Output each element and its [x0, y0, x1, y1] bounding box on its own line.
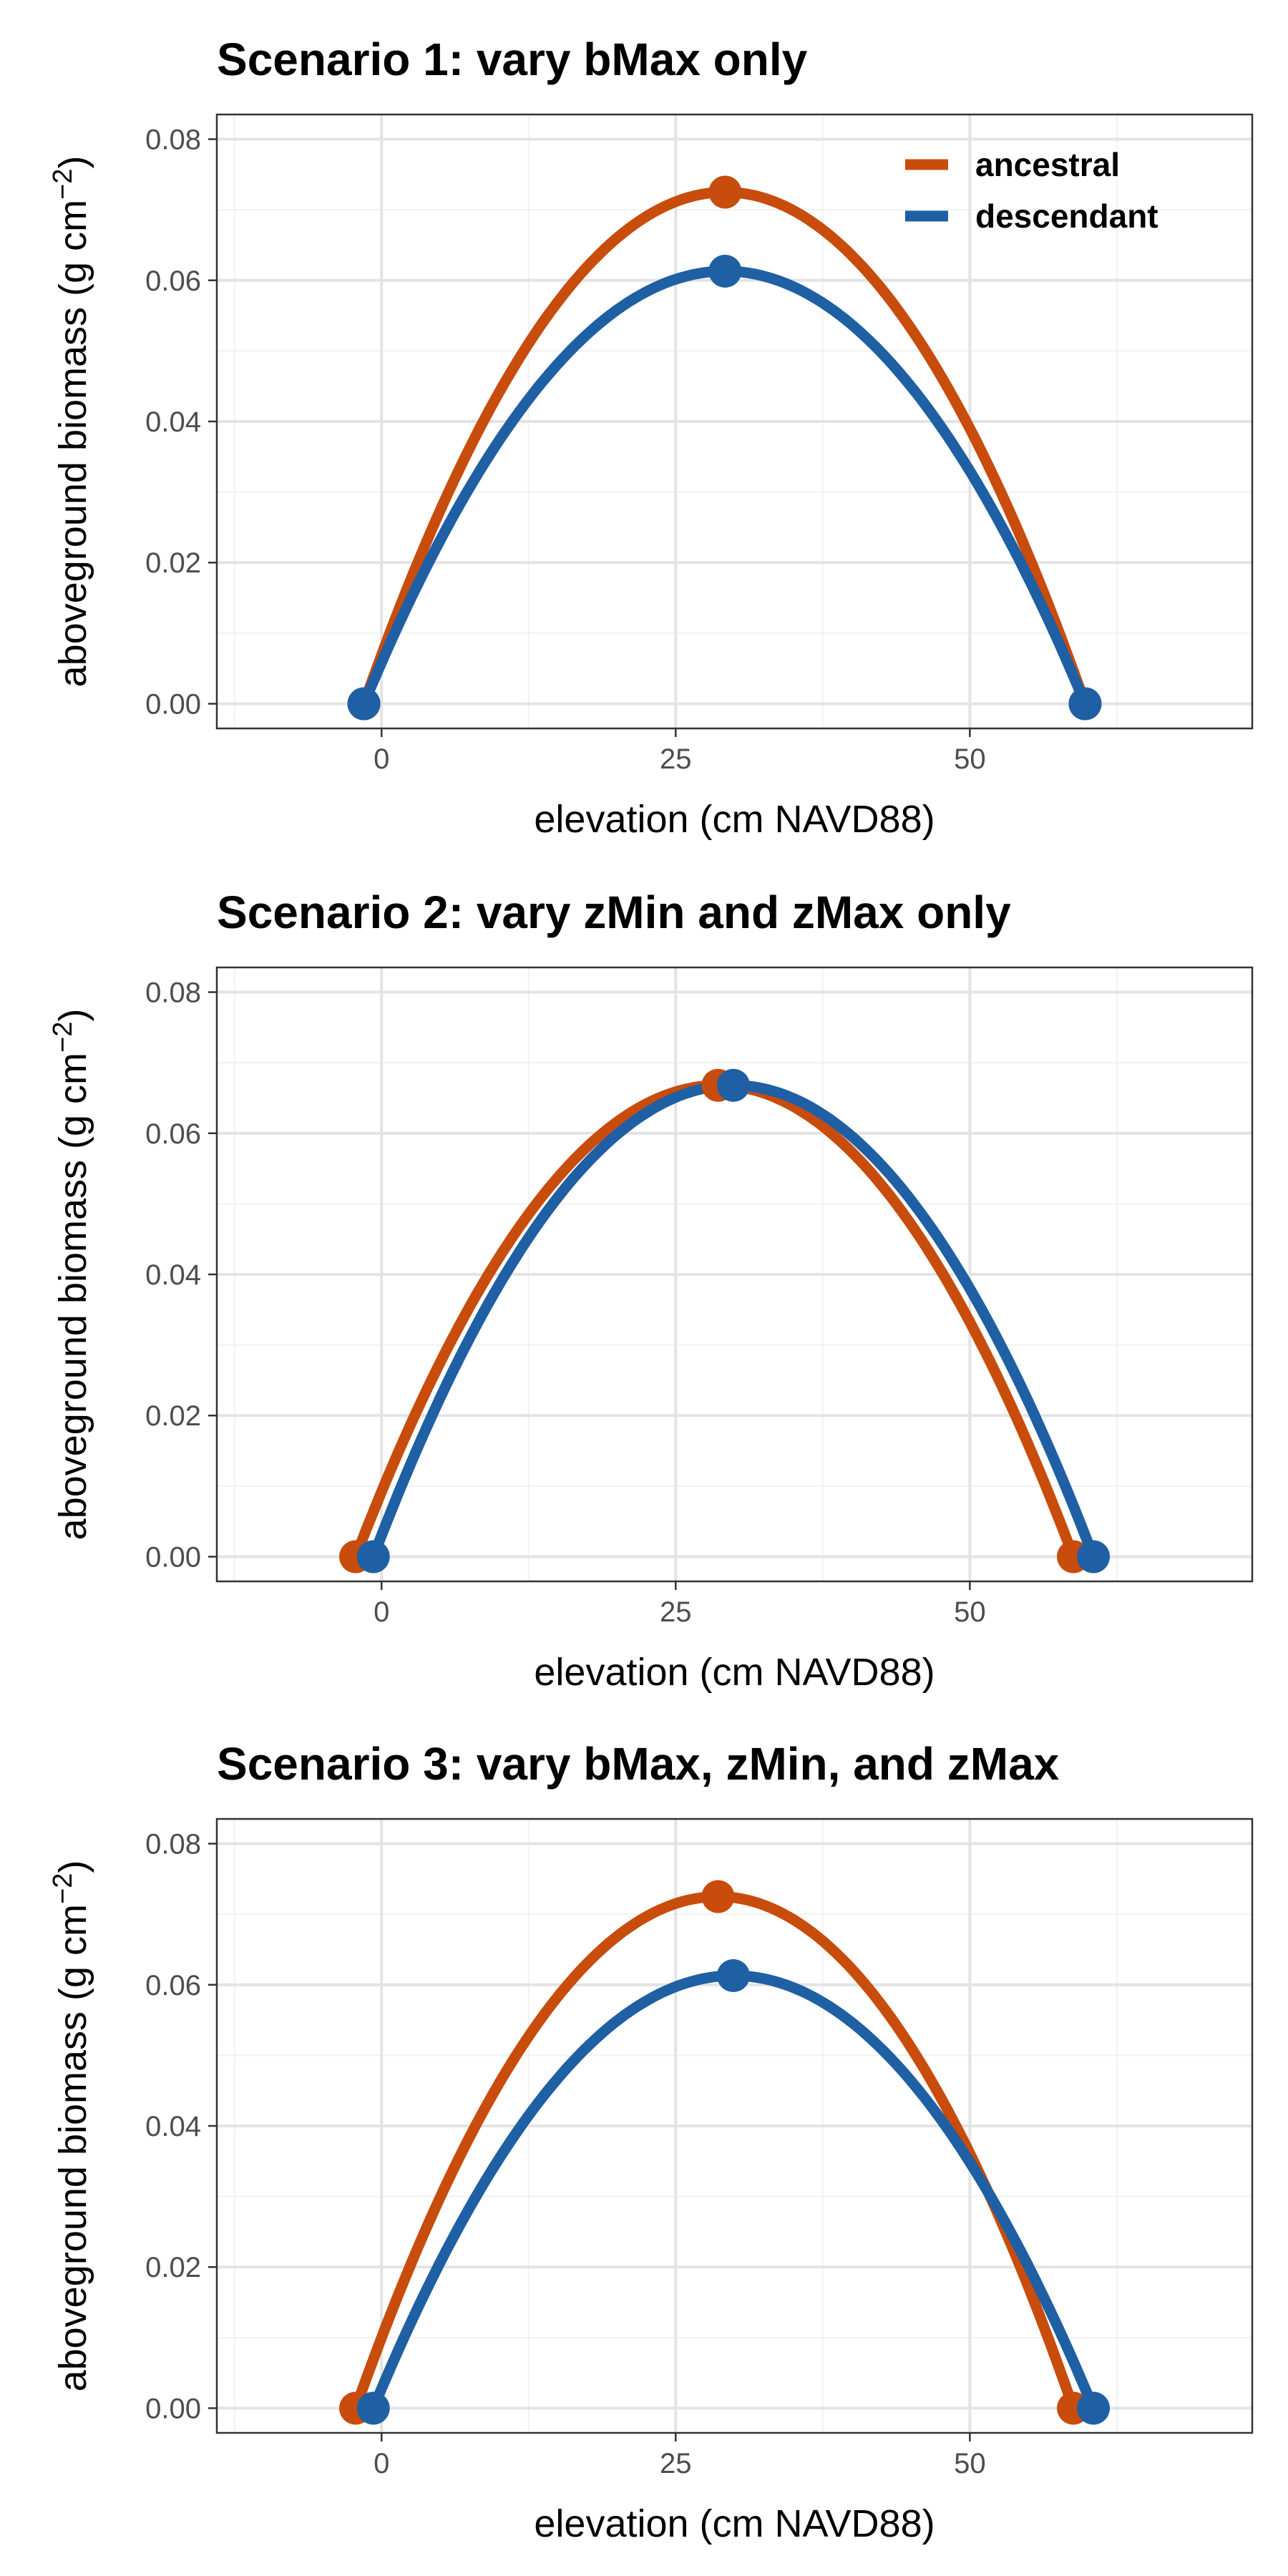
y-tick-label: 0.02: [145, 2252, 201, 2283]
chart-title: Scenario 3: vary bMax, zMin, and zMax: [217, 1738, 1060, 1790]
y-axis-label-exponent: −2: [48, 169, 78, 200]
y-tick-label: 0.06: [145, 1970, 201, 2001]
x-tick-label: 50: [954, 2448, 986, 2479]
y-axis-label: aboveground biomass (g cm−2): [48, 1009, 94, 1541]
legend: ancestral descendant: [905, 146, 1158, 235]
x-tick-label: 25: [660, 743, 692, 775]
y-axis-label: aboveground biomass (g cm−2): [48, 156, 94, 688]
data-point-descendant: [347, 687, 381, 721]
y-tick-label: 0.04: [145, 1259, 201, 1291]
x-axis-label: elevation (cm NAVD88): [534, 2502, 935, 2545]
x-tick-label: 0: [374, 1596, 389, 1628]
legend-label-descendant: descendant: [975, 197, 1158, 235]
data-point-descendant: [1077, 1540, 1111, 1574]
x-tick-label: 0: [374, 2448, 389, 2479]
y-tick-label: 0.08: [145, 1829, 201, 1860]
x-tick-label: 25: [660, 2448, 692, 2479]
x-tick-label: 0: [374, 743, 389, 775]
y-tick-label: 0.06: [145, 265, 201, 297]
data-point-ancestral: [708, 175, 742, 209]
y-axis-label-close: ): [52, 1009, 94, 1022]
data-point-ancestral: [701, 1880, 735, 1913]
y-axis-label-close: ): [52, 1860, 94, 1873]
data-point-descendant: [356, 2391, 390, 2425]
chart-panel-2: 0.00 0.02 0.04 0.06 0.08 0 25 50 Scenario 2: var…: [48, 887, 1254, 1694]
data-point-descendant: [716, 1958, 750, 1992]
y-axis-label-main: aboveground biomass (g cm: [52, 1904, 94, 2391]
chart-title: Scenario 1: vary bMax only: [217, 34, 808, 85]
data-point-descendant: [708, 254, 742, 288]
y-axis-label-main: aboveground biomass (g cm: [52, 1053, 94, 1540]
x-tick-label: 25: [660, 1596, 692, 1628]
x-tick-label: 50: [954, 743, 986, 775]
y-axis-label-exponent: −2: [48, 1022, 78, 1053]
data-point-descendant: [356, 1540, 390, 1574]
y-tick-label: 0.04: [145, 406, 201, 438]
y-tick-label: 0.00: [145, 2393, 201, 2424]
y-axis-label-close: ): [52, 156, 94, 169]
chart-title: Scenario 2: vary zMin and zMax only: [217, 887, 1011, 938]
y-tick-label: 0.02: [145, 547, 201, 579]
x-axis-label: elevation (cm NAVD88): [534, 798, 935, 841]
data-point-descendant: [1077, 2391, 1111, 2425]
y-tick-label: 0.08: [145, 125, 201, 156]
y-axis-label: aboveground biomass (g cm−2): [48, 1860, 94, 2392]
y-tick-label: 0.04: [145, 2111, 201, 2142]
x-axis-label: elevation (cm NAVD88): [534, 1651, 935, 1694]
x-tick-label: 50: [954, 1596, 986, 1628]
data-point-descendant: [1068, 687, 1102, 721]
legend-label-ancestral: ancestral: [975, 146, 1120, 183]
y-tick-label: 0.02: [145, 1400, 201, 1432]
y-tick-label: 0.08: [145, 977, 201, 1009]
y-axis-label-main: aboveground biomass (g cm: [52, 200, 94, 687]
y-tick-label: 0.00: [145, 688, 201, 720]
data-point-descendant: [716, 1068, 750, 1102]
y-axis-label-exponent: −2: [48, 1873, 78, 1904]
chart-panel-1: 0.00 0.02 0.04 0.06 0.08 0 25 50 Scenario 1: var…: [48, 34, 1254, 841]
y-tick-label: 0.00: [145, 1541, 201, 1573]
y-tick-label: 0.06: [145, 1118, 201, 1150]
chart-panel-3: 0.00 0.02 0.04 0.06 0.08 0 25 50 Scenario 3: var…: [48, 1738, 1254, 2545]
